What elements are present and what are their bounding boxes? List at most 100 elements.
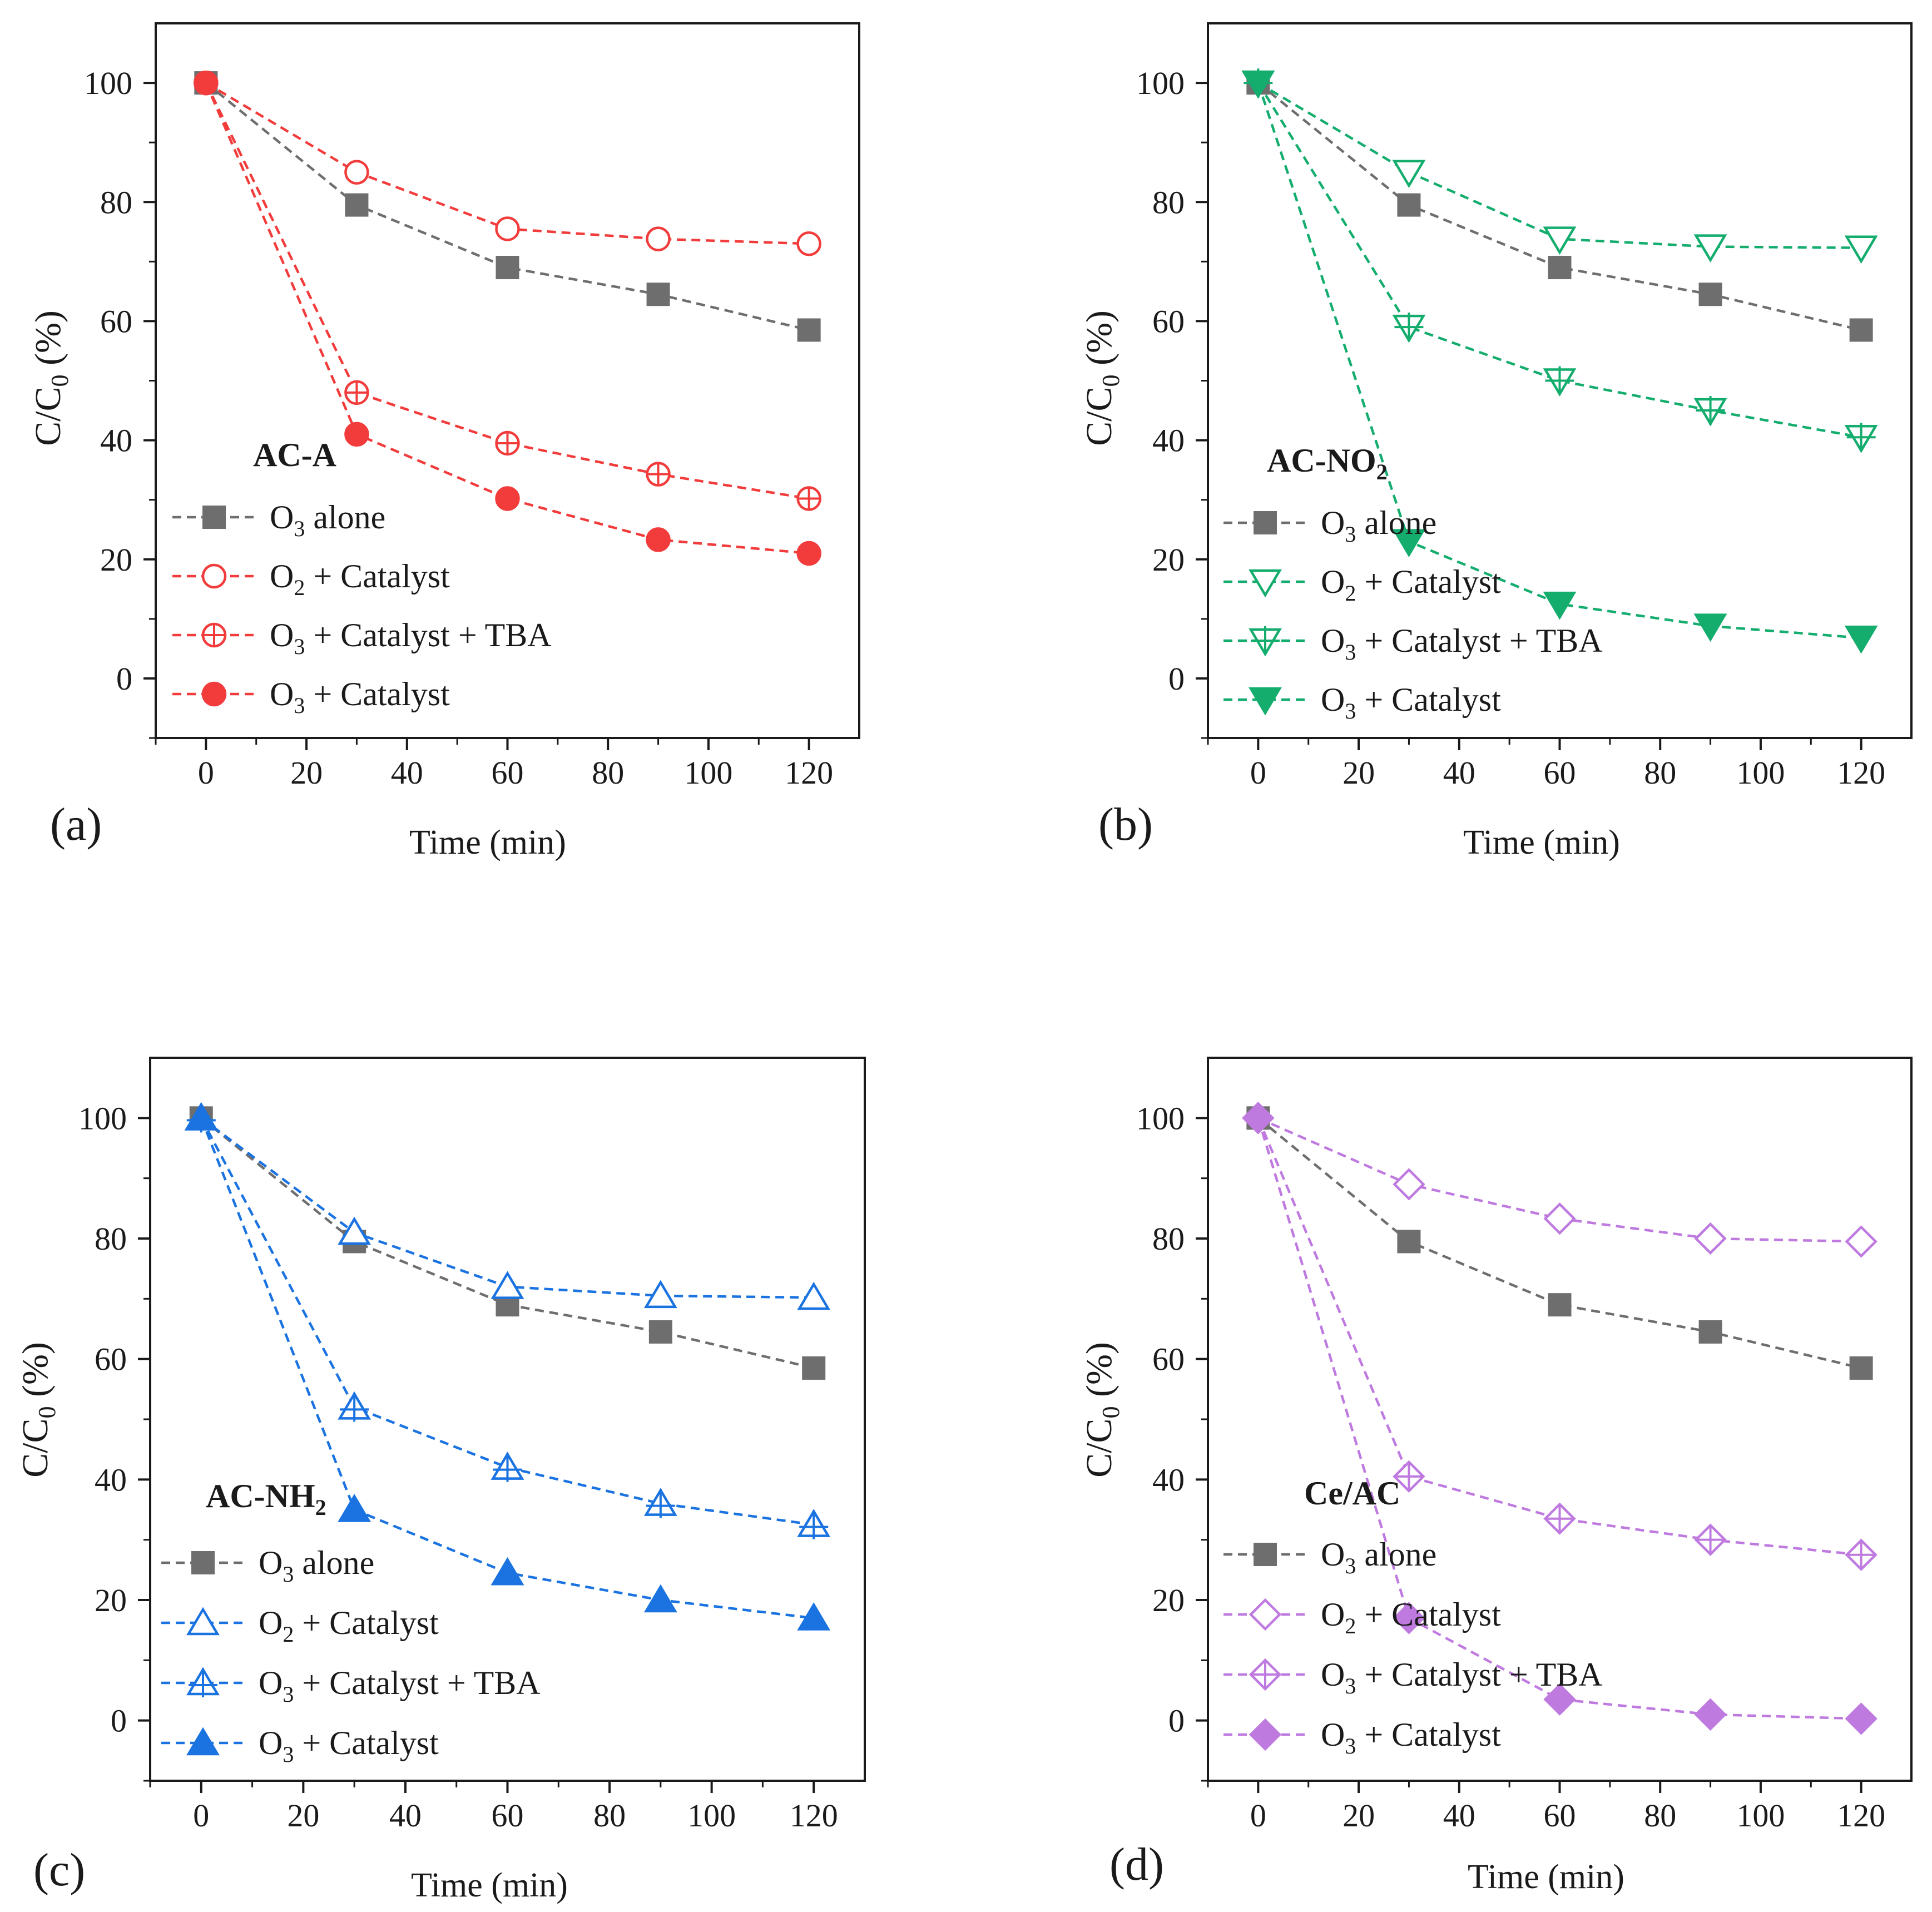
chart-panel-b: 0 20 40 60 80 100 120 0 20 40 60 80 100 Time (min) C/C…: [1079, 22, 1913, 861]
data-point: [1844, 235, 1878, 264]
x-tick-label: 80: [1644, 1797, 1676, 1834]
legend-label: O3 + Catalyst: [259, 1725, 439, 1767]
legend-item: O3 + Catalyst: [172, 676, 450, 718]
data-point: [1393, 1168, 1425, 1201]
legend-marker: [186, 1727, 220, 1756]
series-0: [1246, 71, 1873, 342]
legend: AC-NO2 O3 alone O2 + Catalyst O3 + Catalyst…: [1223, 442, 1603, 724]
legend-label: O2 + Catalyst: [259, 1604, 439, 1647]
data-point: [495, 216, 520, 241]
data-point: [1548, 256, 1572, 280]
data-point: [491, 1271, 524, 1299]
x-tick-label: 60: [492, 1797, 524, 1834]
data-point: [1543, 366, 1577, 397]
y-axis-title: C/C0 (%): [1079, 1342, 1124, 1478]
y-tick-label: 60: [100, 303, 132, 339]
y-tick-label: 80: [1152, 184, 1185, 220]
data-point: [194, 70, 219, 96]
data-point: [646, 283, 670, 306]
x-tick-label: 20: [1343, 755, 1375, 791]
legend-marker: [191, 1551, 215, 1574]
legend-label: O2 + Catalyst: [270, 558, 450, 600]
y-tick-label: 80: [1152, 1221, 1185, 1257]
legend-marker: [186, 1607, 220, 1636]
legend-item: O3 + Catalyst: [161, 1725, 439, 1767]
data-point: [338, 1216, 371, 1245]
legend-item: O3 alone: [1223, 504, 1436, 547]
data-point: [1543, 1683, 1576, 1716]
data-point: [796, 541, 821, 566]
x-tick-label: 0: [1250, 1797, 1266, 1834]
legend-marker: [202, 506, 226, 529]
x-axis-title: Time (min): [411, 1866, 568, 1904]
legend-label: O3 + Catalyst: [1321, 1716, 1501, 1759]
data-point: [796, 486, 821, 511]
data-point: [1698, 283, 1722, 306]
legend-label: O3 alone: [1321, 1536, 1436, 1578]
y-tick-label: 20: [95, 1582, 127, 1618]
data-point: [184, 1102, 218, 1131]
legend-marker: [1249, 687, 1282, 716]
data-point: [796, 231, 821, 256]
data-point: [1543, 1202, 1576, 1235]
data-point: [797, 1602, 831, 1631]
x-tick-label: 80: [1644, 755, 1676, 791]
x-tick-label: 20: [287, 1797, 319, 1834]
x-axis-title: Time (min): [1468, 1858, 1624, 1896]
x-tick-label: 100: [687, 1797, 736, 1834]
y-tick-label: 100: [1136, 65, 1185, 101]
series-1: [1242, 1102, 1877, 1258]
data-point: [643, 1584, 677, 1613]
data-point: [1844, 625, 1878, 654]
panel-label: (b): [1098, 799, 1153, 850]
legend: Ce/AC O3 alone O2 + Catalyst O3 + Catalyst …: [1223, 1475, 1603, 1759]
y-tick-label: 80: [95, 1221, 127, 1257]
chart-panel-c: 0 20 40 60 80 100 120 0 20 40 60 80 100 Time (min) C/C…: [15, 1057, 866, 1904]
legend-label: O3 + Catalyst + TBA: [1321, 622, 1603, 665]
x-tick-label: 0: [1250, 755, 1266, 791]
series-line: [1257, 1117, 1862, 1370]
series-line: [200, 1117, 814, 1299]
legend-marker: [1249, 1658, 1282, 1691]
x-tick-label: 0: [193, 1797, 209, 1834]
legend-marker: [1249, 1718, 1282, 1751]
data-point: [1845, 1538, 1877, 1571]
x-tick-label: 20: [1343, 1797, 1375, 1834]
chart-panel-d: 0 20 40 60 80 100 120 0 20 40 60 80 100 Time (min) C/C…: [1079, 1057, 1913, 1896]
legend-label: O2 + Catalyst: [1321, 1596, 1501, 1638]
data-point: [1694, 1222, 1727, 1255]
y-tick-label: 0: [116, 661, 132, 697]
data-point: [1694, 1698, 1727, 1731]
legend-item: O3 + Catalyst + TBA: [161, 1665, 541, 1707]
series-line: [1257, 82, 1861, 249]
data-point: [646, 527, 671, 552]
series-line: [1257, 82, 1862, 439]
x-tick-label: 80: [593, 1797, 626, 1834]
legend-label: O2 + Catalyst: [1321, 563, 1501, 606]
legend-item: O2 + Catalyst: [1223, 563, 1501, 606]
legend-marker: [1254, 511, 1277, 534]
x-tick-label: 120: [790, 1797, 838, 1834]
x-axis-title: Time (min): [1463, 824, 1620, 861]
legend: AC-A O3 alone O2 + Catalyst O3 + Catalyst +…: [172, 437, 552, 718]
data-point: [1392, 313, 1426, 343]
y-tick-label: 40: [95, 1462, 127, 1498]
x-tick-label: 120: [785, 755, 833, 791]
y-tick-label: 0: [1168, 1703, 1185, 1739]
legend-title: AC-NH2: [206, 1478, 326, 1520]
y-tick-label: 0: [1168, 661, 1185, 697]
data-point: [643, 1488, 677, 1518]
y-tick-label: 100: [84, 65, 132, 101]
legend-label: O3 + Catalyst: [1321, 681, 1501, 724]
legend-title: Ce/AC: [1304, 1475, 1400, 1512]
data-point: [1392, 529, 1426, 558]
data-point: [1543, 591, 1577, 620]
data-point: [1849, 1356, 1873, 1380]
series-0: [1246, 1106, 1873, 1380]
series-line: [200, 1117, 814, 1370]
y-axis-title: C/C0 (%): [1079, 310, 1124, 446]
x-tick-label: 40: [1443, 755, 1475, 791]
data-point: [491, 1557, 524, 1586]
data-point: [344, 380, 369, 405]
